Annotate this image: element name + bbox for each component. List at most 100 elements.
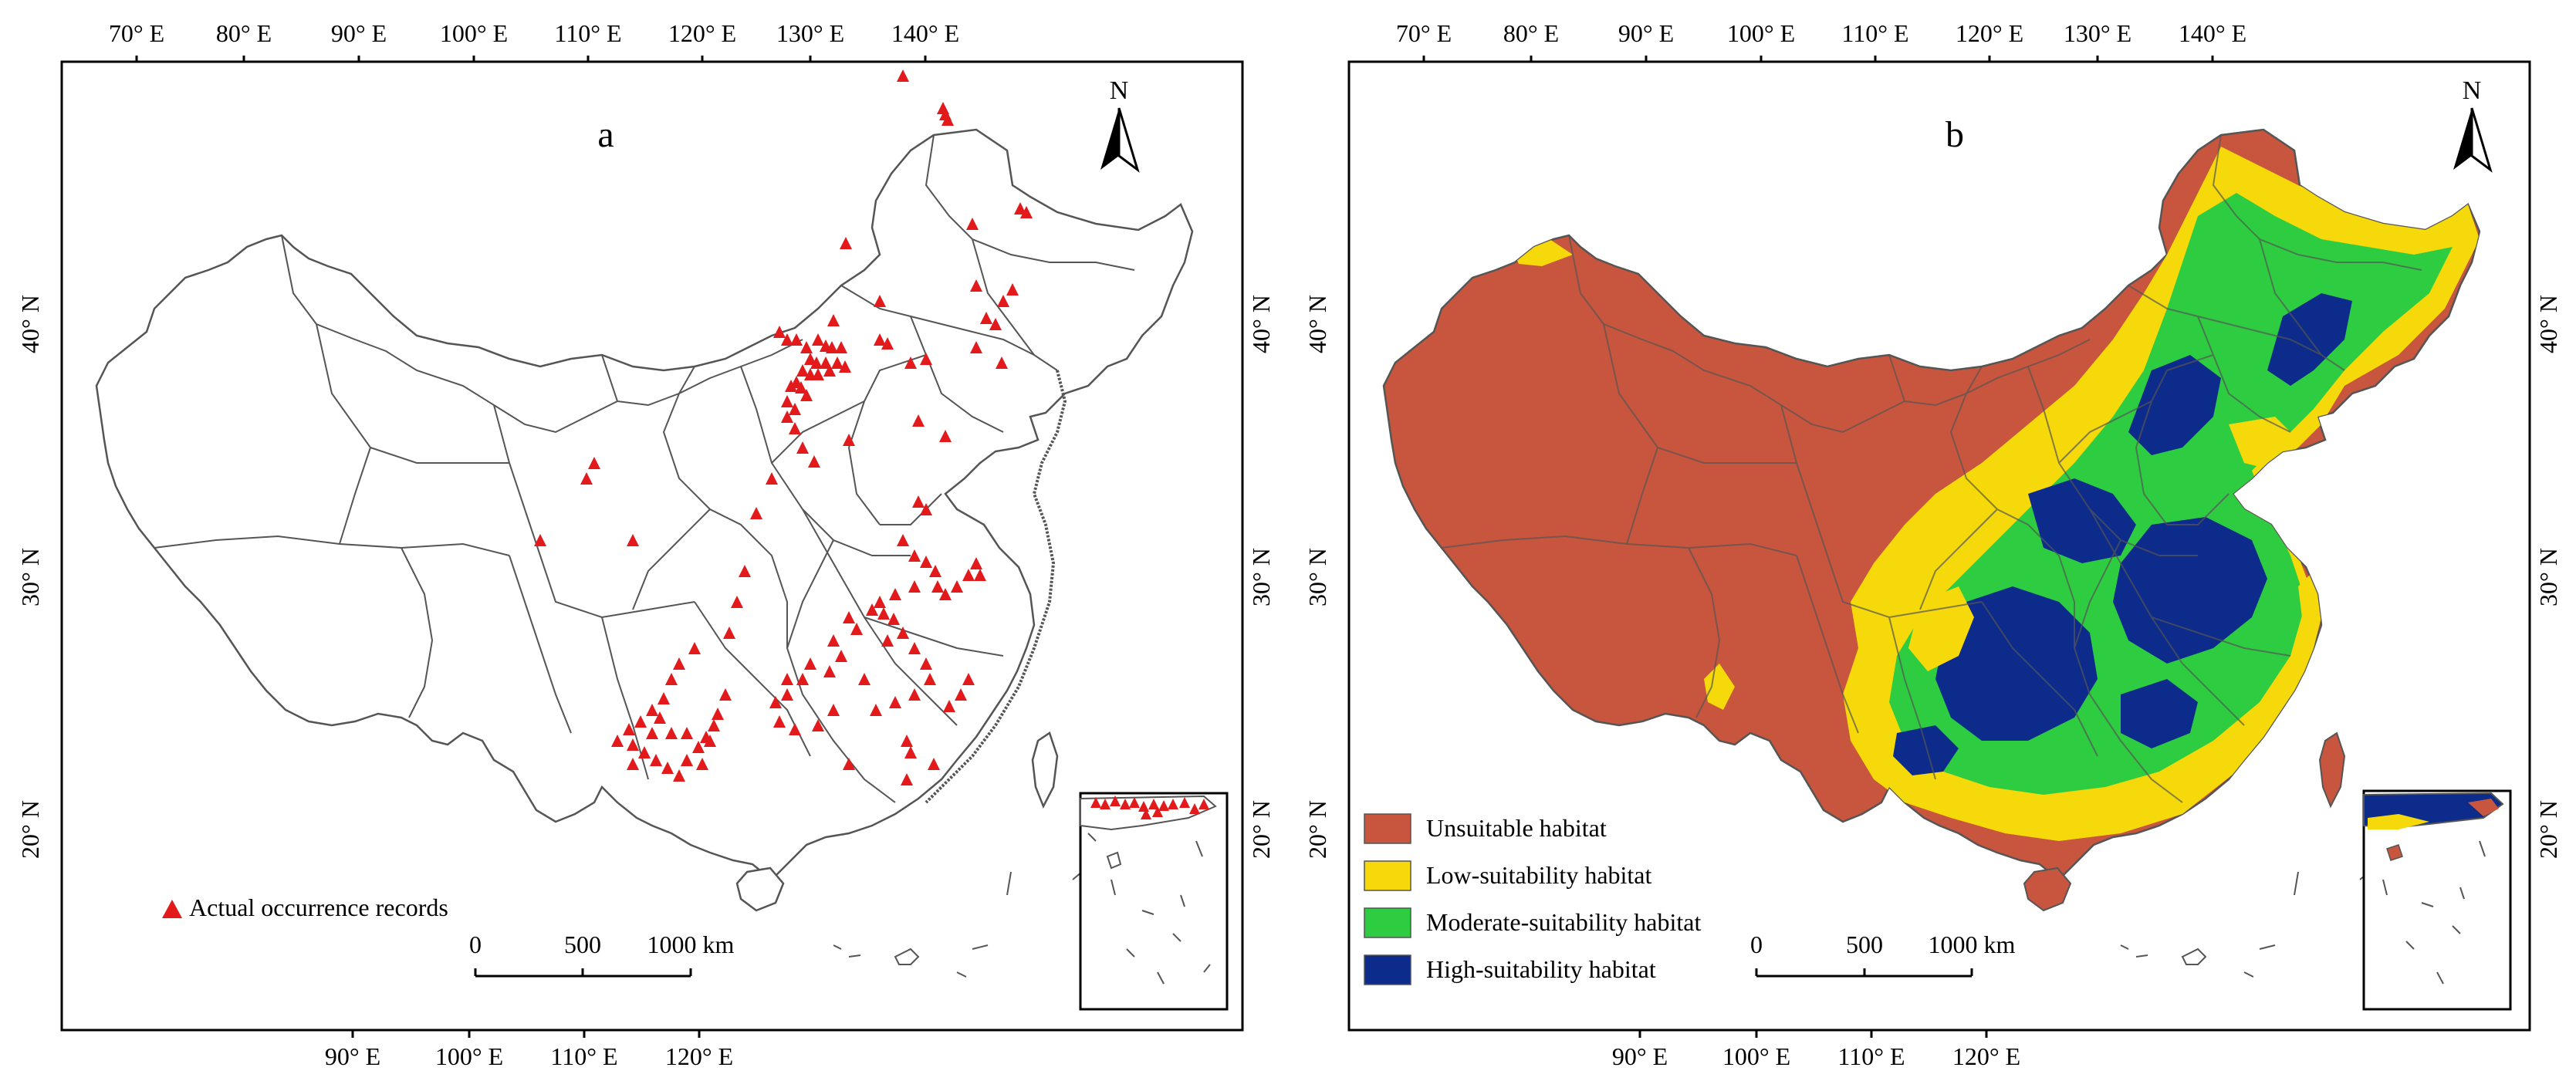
north-label-b: N bbox=[2463, 76, 2482, 105]
occurrence-point bbox=[904, 746, 917, 758]
top-tick-label: 70° E bbox=[109, 19, 164, 47]
axis-ticks-b: 70° E 80° E 90° E 100° E 110° E 120° E 130° E 1… bbox=[1303, 19, 2562, 1070]
scale-label-1000-b: 1000 km bbox=[1929, 931, 2016, 958]
occurrence-point bbox=[700, 731, 712, 743]
occurrence-point bbox=[866, 603, 878, 616]
bottom-tick-label: 120° E bbox=[665, 1042, 733, 1070]
legend-label-a: Actual occurrence records bbox=[189, 894, 448, 921]
inset-occurrence-point bbox=[1100, 799, 1111, 809]
right-tick-label: 20° N bbox=[1247, 800, 1275, 859]
occurrence-point bbox=[804, 353, 816, 365]
occurrence-point bbox=[881, 634, 894, 647]
occurrence-point bbox=[901, 735, 913, 747]
occurrence-point bbox=[750, 507, 762, 519]
legend-swatch-unsuitable bbox=[1364, 813, 1411, 844]
occurrence-point bbox=[781, 333, 793, 346]
occurrence-point bbox=[827, 704, 840, 716]
occurrence-point bbox=[870, 704, 882, 716]
occurrence-point bbox=[908, 549, 921, 562]
occurrence-point bbox=[800, 341, 813, 353]
occurrence-point bbox=[812, 333, 824, 346]
north-arrow-b: N bbox=[2453, 76, 2493, 173]
occurrence-point bbox=[974, 569, 986, 581]
bottom-tick-label: 90° E bbox=[325, 1042, 380, 1070]
occurrence-point bbox=[943, 700, 955, 712]
top-tick-label: 140° E bbox=[2179, 19, 2246, 47]
occurrence-point bbox=[789, 723, 801, 735]
occurrence-point bbox=[877, 607, 890, 620]
occurrence-point bbox=[654, 711, 666, 724]
occurrence-point bbox=[790, 333, 803, 346]
occurrence-point bbox=[650, 754, 662, 766]
occurrence-point bbox=[808, 455, 820, 468]
occurrence-point bbox=[781, 410, 793, 423]
occurrence-point bbox=[712, 708, 724, 720]
inset-occurrence-point bbox=[1168, 799, 1178, 809]
left-tick-label: 30° N bbox=[1303, 548, 1331, 606]
occurrence-point bbox=[908, 580, 921, 593]
top-tick-label: 130° E bbox=[2064, 19, 2131, 47]
left-tick-label: 40° N bbox=[1303, 295, 1331, 353]
occurrence-point bbox=[874, 596, 886, 608]
occurrence-point bbox=[843, 434, 855, 446]
top-tick-label: 80° E bbox=[1503, 19, 1559, 47]
panel-a-label: a bbox=[597, 114, 614, 155]
occurrence-point bbox=[889, 588, 901, 600]
occurrence-point bbox=[534, 534, 546, 546]
top-tick-label: 100° E bbox=[1727, 19, 1795, 47]
legend-a: Actual occurrence records bbox=[162, 894, 448, 921]
inset-occurrence-point bbox=[1129, 797, 1140, 808]
legend-label-moderate: Moderate-suitability habitat bbox=[1426, 908, 1701, 936]
occurrence-point bbox=[962, 673, 975, 685]
left-tick-label: 40° N bbox=[16, 295, 44, 353]
occurrence-records bbox=[534, 69, 1033, 785]
occurrence-point bbox=[823, 665, 836, 677]
occurrence-point bbox=[731, 596, 743, 608]
occurrence-point bbox=[773, 326, 786, 338]
occurrence-point bbox=[939, 588, 952, 600]
bottom-tick-label: 120° E bbox=[1952, 1042, 2020, 1070]
occurrence-point bbox=[996, 356, 1008, 369]
top-tick-label: 90° E bbox=[1618, 19, 1674, 47]
scale-label-1000: 1000 km bbox=[647, 931, 735, 958]
inset-occurrence-point bbox=[1148, 799, 1159, 809]
occurrence-point bbox=[789, 403, 801, 415]
occurrence-point bbox=[1020, 206, 1033, 218]
occurrence-point bbox=[692, 741, 705, 753]
occurrence-point bbox=[769, 696, 782, 708]
occurrence-point bbox=[989, 318, 1002, 330]
bottom-tick-label: 110° E bbox=[1837, 1042, 1905, 1070]
inset-occurrence-point bbox=[1141, 809, 1151, 819]
panel-b-label: b bbox=[1946, 114, 1964, 155]
occurrence-point bbox=[708, 719, 720, 731]
occurrence-point bbox=[827, 314, 840, 326]
occurrence-point bbox=[970, 279, 982, 292]
occurrence-point bbox=[924, 673, 936, 685]
top-tick-label: 120° E bbox=[1956, 19, 2023, 47]
right-tick-label: 40° N bbox=[1247, 295, 1275, 353]
occurrence-point bbox=[681, 754, 693, 766]
occurrence-point bbox=[796, 364, 809, 377]
legend-label-high: High-suitability habitat bbox=[1426, 955, 1656, 983]
occurrence-point bbox=[897, 534, 909, 546]
legend-triangle-icon bbox=[162, 900, 182, 918]
occurrence-point bbox=[929, 565, 941, 577]
occurrence-point bbox=[889, 696, 901, 708]
north-label-a: N bbox=[1110, 76, 1129, 105]
legend-swatch-low bbox=[1364, 860, 1411, 891]
occurrence-point bbox=[804, 657, 816, 670]
occurrence-point bbox=[634, 715, 647, 728]
north-arrow-a: N bbox=[1100, 76, 1140, 173]
occurrence-point bbox=[827, 634, 840, 647]
legend-swatch-high bbox=[1364, 954, 1411, 985]
occurrence-point bbox=[588, 457, 600, 469]
occurrence-point bbox=[970, 557, 982, 569]
occurrence-point bbox=[611, 735, 624, 747]
legend-b: Unsuitable habitat Low-suitability habit… bbox=[1364, 813, 1701, 985]
occurrence-point bbox=[928, 758, 940, 770]
occurrence-point bbox=[696, 758, 708, 770]
inset-occurrence-records bbox=[1090, 796, 1209, 819]
occurrence-point bbox=[623, 723, 635, 735]
occurrence-point bbox=[835, 341, 847, 353]
occurrence-point bbox=[897, 69, 909, 82]
